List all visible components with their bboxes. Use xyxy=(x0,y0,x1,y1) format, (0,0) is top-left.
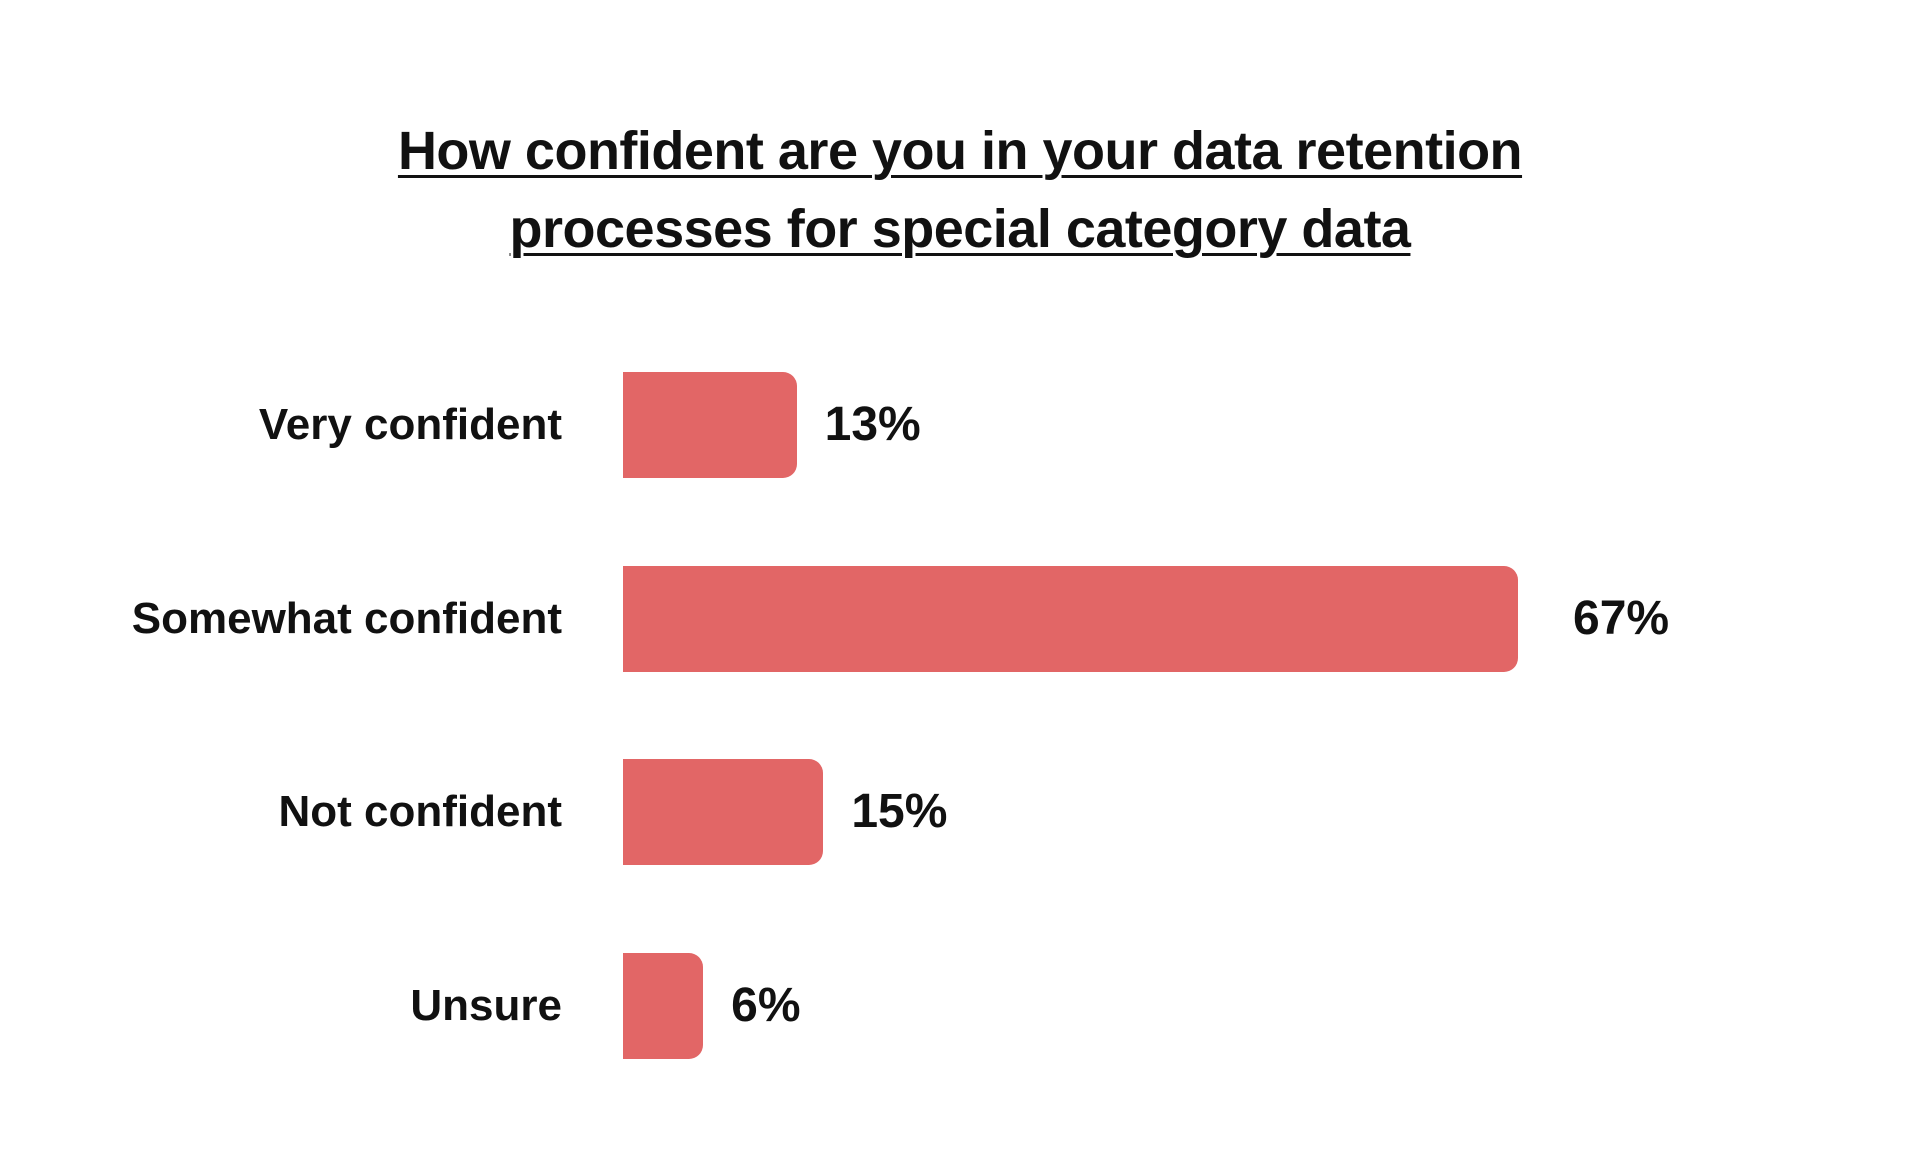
category-label: Somewhat confident xyxy=(131,593,562,643)
value-label: 15% xyxy=(851,785,948,838)
value-label: 67% xyxy=(1573,591,1670,645)
chart-title-line-1: How confident are you in your data reten… xyxy=(397,121,1523,181)
value-label: 13% xyxy=(824,398,921,451)
category-label: Not confident xyxy=(278,787,562,836)
value-label: 6% xyxy=(731,978,801,1032)
chart-title: How confident are you in your data reten… xyxy=(0,112,1920,268)
category-label: Unsure xyxy=(410,980,562,1030)
category-label: Very confident xyxy=(258,400,562,449)
chart-title-line-2: processes for special category data xyxy=(509,199,1411,259)
bar xyxy=(623,372,797,478)
bar xyxy=(623,759,824,865)
bar xyxy=(623,952,704,1059)
bar xyxy=(623,565,1518,672)
